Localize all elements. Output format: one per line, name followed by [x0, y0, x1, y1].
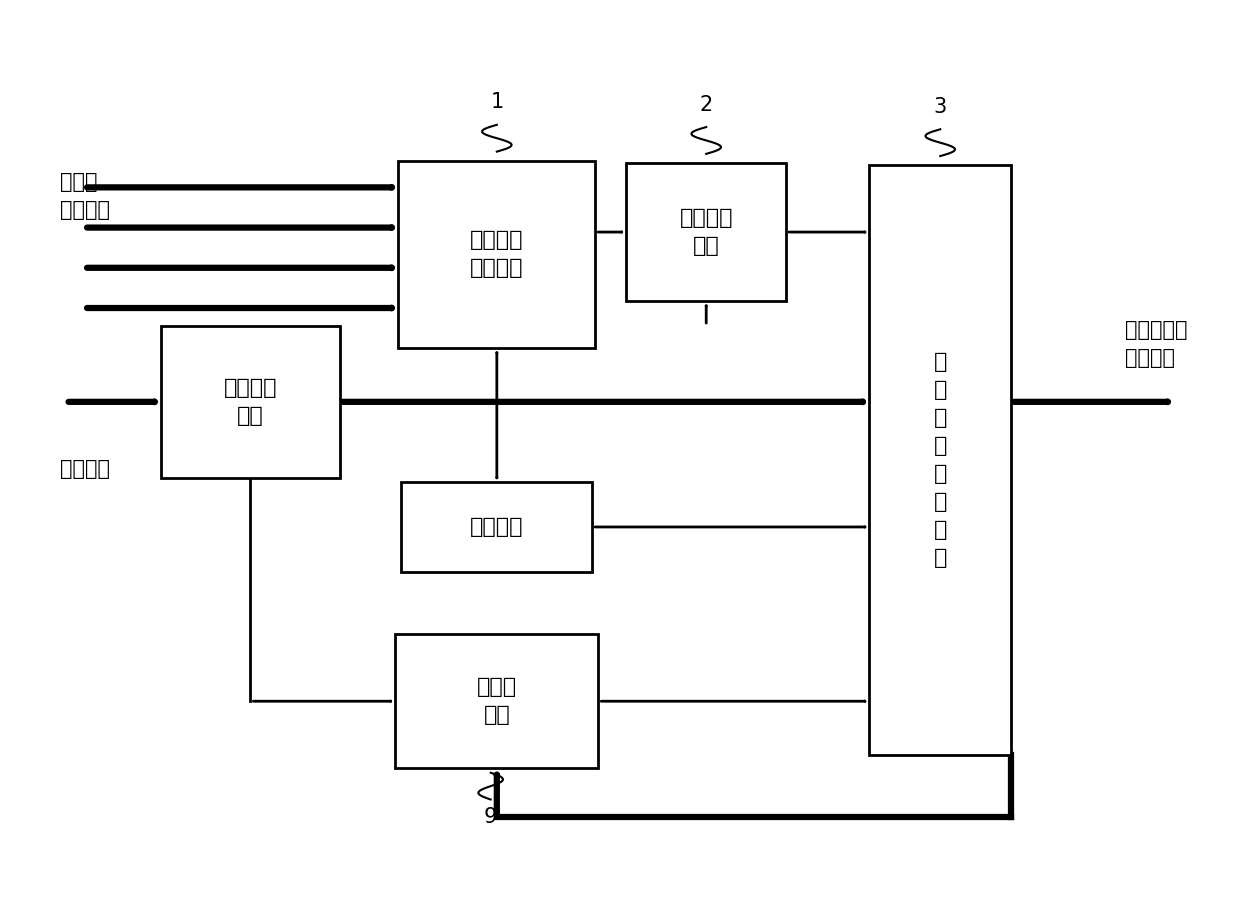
Text: 多路数据
复用单元: 多路数据 复用单元 — [470, 230, 523, 279]
Text: 9: 9 — [484, 807, 497, 827]
Text: 数据封装
单元: 数据封装 单元 — [680, 208, 733, 256]
FancyBboxPatch shape — [396, 634, 599, 769]
Text: 高
速
串
行
发
送
单
元: 高 速 串 行 发 送 单 元 — [934, 352, 947, 568]
FancyBboxPatch shape — [626, 162, 786, 301]
Text: 2: 2 — [699, 95, 713, 115]
FancyBboxPatch shape — [402, 483, 593, 572]
FancyBboxPatch shape — [398, 161, 595, 348]
FancyBboxPatch shape — [161, 326, 340, 478]
Text: 重配置
单元: 重配置 单元 — [476, 677, 517, 725]
Text: 时钟生成
单元: 时钟生成 单元 — [223, 378, 278, 426]
FancyBboxPatch shape — [869, 165, 1011, 755]
Text: 1: 1 — [490, 93, 503, 113]
Text: 磁共振
并行数据: 磁共振 并行数据 — [60, 172, 109, 220]
Text: 磁共振高速
串行数据: 磁共振高速 串行数据 — [1125, 320, 1188, 368]
Text: 晶振时钟: 晶振时钟 — [60, 459, 109, 479]
Text: 3: 3 — [934, 97, 947, 117]
Text: 控制单元: 控制单元 — [470, 517, 523, 537]
